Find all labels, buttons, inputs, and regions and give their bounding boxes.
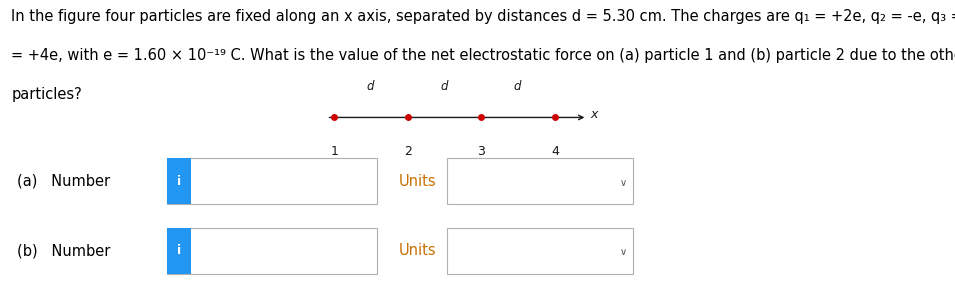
FancyBboxPatch shape xyxy=(167,158,191,204)
Text: d: d xyxy=(514,80,521,93)
Text: ∨: ∨ xyxy=(620,247,627,257)
Text: Units: Units xyxy=(399,174,436,189)
Text: 1: 1 xyxy=(330,145,338,158)
FancyBboxPatch shape xyxy=(447,228,633,274)
Text: d: d xyxy=(367,80,374,93)
FancyBboxPatch shape xyxy=(167,228,377,274)
FancyBboxPatch shape xyxy=(167,158,377,204)
Text: i: i xyxy=(177,244,181,257)
Text: i: i xyxy=(177,175,181,188)
Text: 2: 2 xyxy=(404,145,412,158)
FancyBboxPatch shape xyxy=(447,158,633,204)
Text: (a)   Number: (a) Number xyxy=(17,174,111,189)
Text: particles?: particles? xyxy=(11,87,82,102)
Text: Units: Units xyxy=(399,243,436,258)
Text: 3: 3 xyxy=(478,145,485,158)
Text: In the figure four particles are fixed along an x axis, separated by distances d: In the figure four particles are fixed a… xyxy=(11,9,955,24)
Text: (b)   Number: (b) Number xyxy=(17,243,111,258)
Text: = +4e, with e = 1.60 × 10⁻¹⁹ C. What is the value of the net electrostatic force: = +4e, with e = 1.60 × 10⁻¹⁹ C. What is … xyxy=(11,48,955,63)
Text: x: x xyxy=(590,108,598,121)
FancyBboxPatch shape xyxy=(167,228,191,274)
Text: d: d xyxy=(440,80,448,93)
Text: 4: 4 xyxy=(551,145,559,158)
Text: ∨: ∨ xyxy=(620,178,627,188)
